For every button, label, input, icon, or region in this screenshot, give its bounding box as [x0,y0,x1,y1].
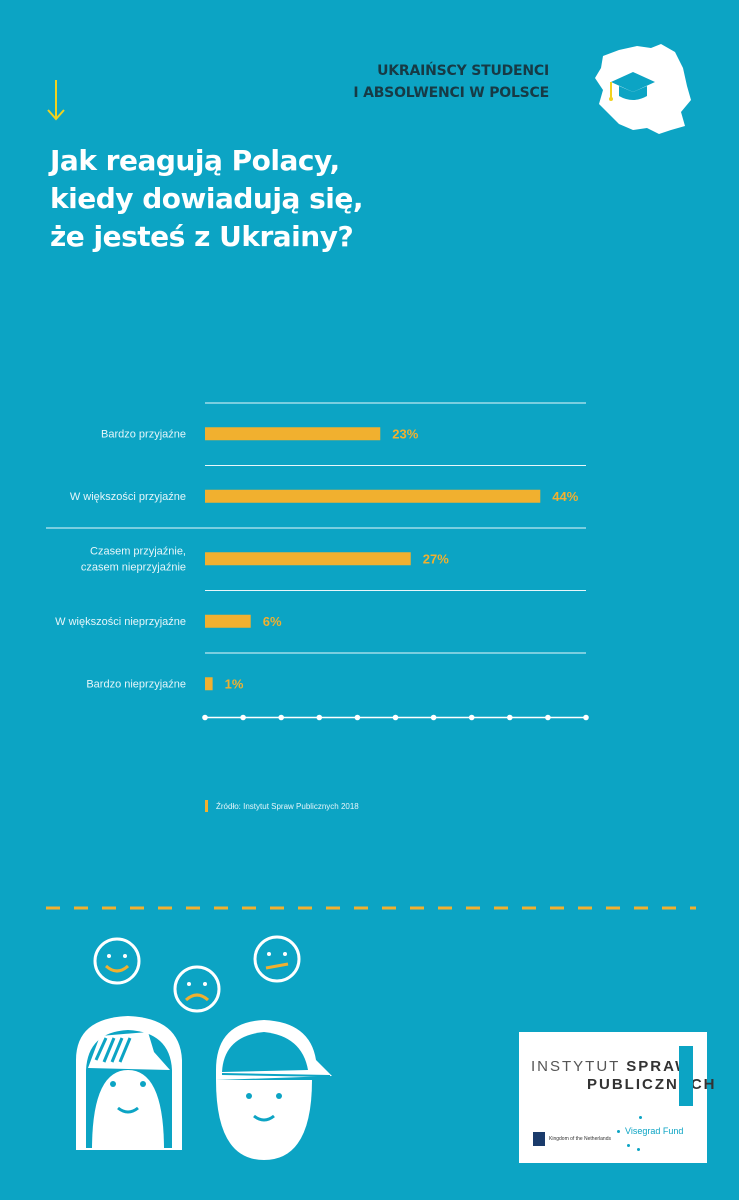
boy-cap-face-icon [216,1020,332,1160]
axis-tick [430,714,437,721]
axis-tick [545,714,551,721]
axis-tick [240,714,246,721]
bar [205,614,251,628]
axis-tick [468,714,475,721]
vf-dot [627,1144,630,1147]
vf-dot [639,1116,642,1119]
vf-dot [637,1148,640,1151]
isp-line1-a: INSTYTUT [531,1058,621,1075]
category-label: czasem nieprzyjaźnie [81,561,186,573]
source-marker [205,800,208,812]
source-text: Źródło: Instytut Spraw Publicznych 2018 [216,801,359,811]
bar [205,489,541,503]
category-label: W większości nieprzyjaźne [55,616,186,628]
axis-tick [354,714,361,721]
axis-tick [507,714,513,721]
bar [205,552,411,566]
visegrad-fund-logo: Visegrad Fund [617,1116,707,1156]
dashed-divider [46,906,696,910]
axis-tick [202,714,208,721]
axis-tick [278,714,285,721]
vf-dot [617,1130,620,1133]
page-title: Jak reagują Polacy, kiedy dowiadują się,… [50,142,364,256]
value-label: 44% [552,489,578,504]
badge-title-line1: UKRAIŃSCY STUDENCI [377,63,549,79]
isp-line1-b: SPRAW [626,1058,692,1075]
faces-illustration [76,935,332,1160]
title-line2: kiedy dowiadują się, [50,182,364,215]
source-note: Źródło: Instytut Spraw Publicznych 2018 [205,800,359,812]
axis-tick [392,714,399,721]
value-label: 27% [423,551,449,566]
girl-face-icon [76,1016,182,1150]
netherlands-logo: Kingdom of the Netherlands [533,1132,611,1146]
value-label: 6% [263,614,282,629]
title-line3: że jesteś z Ukrainy? [50,220,354,253]
isp-logo-bar [679,1046,693,1106]
category-label: Bardzo przyjaźne [101,428,186,440]
axis-tick [583,714,589,721]
netherlands-crest-icon [533,1132,545,1146]
badge-title-line2: I ABSOLWENCI W POLSCE [353,85,549,101]
smiley-neutral-icon [253,935,301,983]
isp-line2: PUBLICZNYCH [587,1076,717,1093]
header-badge: UKRAIŃSCY STUDENCI I ABSOLWENCI W POLSCE [353,42,699,138]
bar-chart: 23% Bardzo przyjaźne 44% W większości przyj… [46,402,589,721]
bar [205,427,381,441]
nl-label: Kingdom of the Netherlands [549,1136,611,1142]
down-arrow-icon [47,80,65,121]
category-label: Czasem przyjaźnie, [90,545,186,557]
badge-title: UKRAIŃSCY STUDENCI I ABSOLWENCI W POLSCE [353,60,549,104]
title-line1: Jak reagują Polacy, [50,144,340,177]
category-label: W większości przyjaźne [70,491,186,503]
sponsor-logos: INSTYTUT SPRAW PUBLICZNYCH Kingdom of th… [519,1032,715,1163]
value-label: 23% [392,426,418,441]
value-label: 1% [225,676,244,691]
vf-label: Visegrad Fund [625,1126,684,1136]
bar [205,677,213,691]
axis-tick [316,714,323,721]
category-label: Bardzo nieprzyjaźne [86,678,186,690]
smiley-sad-icon [173,965,221,1013]
smiley-happy-icon [93,937,141,985]
graduation-cap-icon [609,72,655,101]
poland-map-icon [595,44,691,134]
